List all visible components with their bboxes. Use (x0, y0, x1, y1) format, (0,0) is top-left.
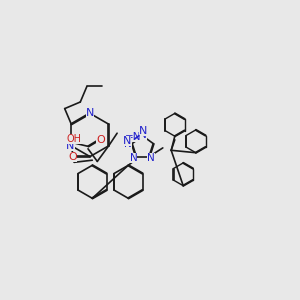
Text: N: N (123, 136, 131, 146)
Text: N: N (86, 107, 94, 118)
Text: =N: =N (124, 132, 141, 142)
Text: N: N (124, 139, 132, 149)
Text: OH: OH (67, 134, 82, 144)
Text: N: N (130, 153, 137, 163)
Text: O: O (68, 152, 77, 162)
Text: O: O (96, 134, 105, 145)
Text: N: N (139, 130, 147, 140)
Text: N: N (139, 126, 148, 136)
Text: N: N (66, 141, 75, 151)
Text: N: N (147, 153, 155, 163)
